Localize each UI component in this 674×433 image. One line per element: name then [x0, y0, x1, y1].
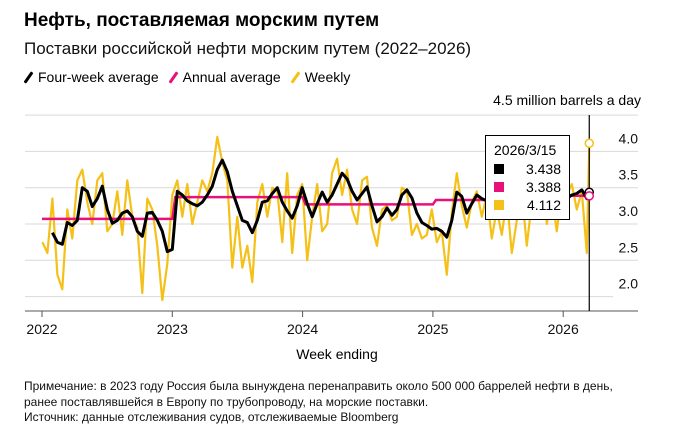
tooltip-row-weekly: 4.112 [494, 196, 561, 214]
x-tick-label: 2024 [287, 321, 318, 337]
legend-label: Annual average [182, 69, 281, 85]
x-axis-label: Week ending [296, 346, 378, 362]
y-tick-label: 4.0 [619, 130, 639, 146]
x-tick-label: 2026 [548, 321, 579, 337]
y-axis-unit: 4.5 million barrels a day [493, 92, 641, 108]
tooltip-swatch [494, 182, 504, 192]
legend: Four-week average Annual average Weekly [23, 69, 351, 85]
y-tick-label: 3.0 [619, 203, 639, 219]
x-tick-label: 2022 [26, 321, 57, 337]
x-tick-label: 2023 [157, 321, 188, 337]
tooltip-value: 3.388 [525, 179, 561, 195]
source: Источник: данные отслеживания судов, отс… [24, 410, 399, 424]
legend-item-four-week: Four-week average [23, 69, 159, 85]
weekly-marker [584, 138, 595, 149]
annual-marker [584, 191, 595, 201]
y-tick-label: 2.5 [619, 239, 639, 255]
tooltip-swatch [494, 200, 504, 210]
footnotes: Примечание: в 2023 году Россия была выну… [24, 379, 613, 426]
chart-subtitle: Поставки российской нефти морским путем … [24, 39, 472, 58]
legend-item-weekly: Weekly [290, 69, 351, 85]
tooltip: 2026/3/15 3.438 3.388 4.112 [485, 135, 570, 220]
tooltip-value: 4.112 [527, 197, 561, 213]
x-tick-label: 2025 [417, 321, 448, 337]
tooltip-row-four-week: 3.438 [494, 160, 561, 178]
tooltip-value: 3.438 [525, 161, 561, 177]
legend-label: Weekly [304, 69, 351, 85]
chart-title: Нефть, поставляемая морским путем [24, 10, 380, 31]
tooltip-date: 2026/3/15 [494, 142, 557, 158]
tooltip-row-annual: 3.388 [494, 178, 561, 196]
note-line-1: Примечание: в 2023 году Россия была выну… [24, 379, 613, 393]
tooltip-swatch [494, 164, 504, 174]
legend-item-annual: Annual average [168, 69, 281, 85]
y-tick-label: 2.0 [619, 276, 639, 292]
note-line-2: ранее поставлявшейся в Европу по трубопр… [24, 394, 429, 409]
y-tick-label: 3.5 [619, 167, 639, 183]
legend-label: Four-week average [38, 69, 159, 85]
